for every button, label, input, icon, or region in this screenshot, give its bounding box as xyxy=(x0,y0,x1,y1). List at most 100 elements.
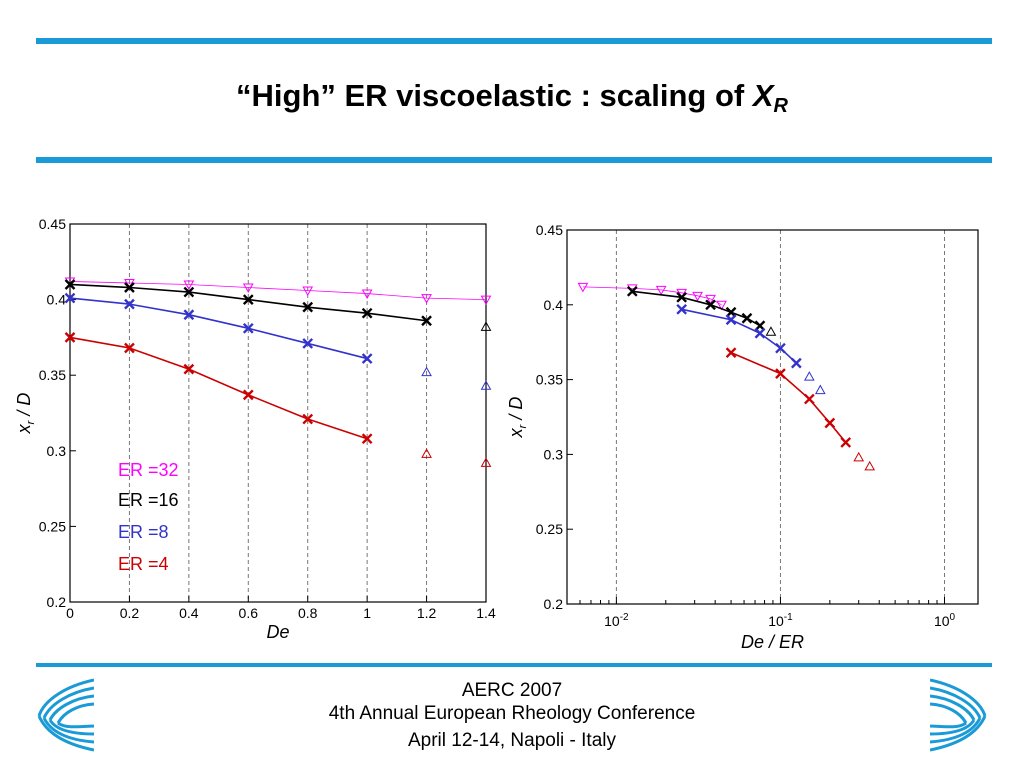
left-series-er-4-point xyxy=(183,363,195,375)
left-series-er-32-point xyxy=(124,278,135,289)
right-series-er-32-point xyxy=(676,288,688,299)
left-ytick-label-0-3: 0.3 xyxy=(47,443,67,459)
right-series-er-8-point xyxy=(775,342,786,354)
left-series-er-8-point xyxy=(64,292,76,304)
left-series-er-8-extra-point xyxy=(421,366,432,377)
top-divider xyxy=(36,38,992,44)
left-xtick-label-0: 0 xyxy=(66,605,74,621)
right-series-er-4-point xyxy=(824,417,836,429)
left-xtick-label-0-8: 0.8 xyxy=(298,605,318,621)
right-series-er-4-extra-point xyxy=(853,451,865,462)
right-ytick-label-0-35: 0.35 xyxy=(536,372,563,388)
left-series-er-8-line xyxy=(69,297,368,360)
left-series-er-8-point xyxy=(302,338,314,349)
right-series-er-16-point xyxy=(676,291,688,303)
left-series-er-4-line xyxy=(69,336,368,440)
right-series-er-4-point xyxy=(775,368,786,379)
legend-entry-er-8: ER =8 xyxy=(118,522,169,542)
right-series-er-32-point xyxy=(577,282,589,293)
left-series-er-32-point xyxy=(480,295,492,306)
right-series-er-8-extra-point xyxy=(803,371,815,381)
left-xtick-label-1-4: 1.4 xyxy=(476,605,496,621)
left-series-er-16-point xyxy=(361,307,373,319)
left-series-er-32-point xyxy=(183,280,195,290)
footer-divider xyxy=(36,663,992,667)
right-series-er-16-extra-point xyxy=(765,326,777,336)
left-series-er-16-point xyxy=(64,279,76,290)
right-series-er-4-point xyxy=(840,437,852,448)
left-series-er-32-point xyxy=(361,289,373,300)
left-series-er-16-extra-point xyxy=(480,321,492,331)
left-series-er-32-point xyxy=(242,283,254,294)
left-series-er-16-point xyxy=(242,294,254,305)
left-series-er-16-point xyxy=(302,301,314,313)
right-series-er-4-point xyxy=(725,347,737,359)
title-divider xyxy=(36,157,992,163)
right-series-er-8-point xyxy=(725,314,737,326)
right-series-er-8-point xyxy=(676,303,688,315)
left-series-er-4-extra-point xyxy=(421,448,432,458)
left-series-er-16-point xyxy=(124,282,135,293)
left-plot-frame xyxy=(69,223,487,603)
left-series-er-4-point xyxy=(361,433,373,445)
right-ylabel: xr / D xyxy=(506,397,529,439)
conference-logo-right xyxy=(930,678,987,752)
right-series-er-8-line xyxy=(681,308,797,364)
right-xlabel: De / ER xyxy=(741,632,804,652)
right-xtick-label-100: 100 xyxy=(934,612,956,629)
left-series-er-32-line xyxy=(69,281,487,300)
left-xtick-label-1: 1 xyxy=(363,605,371,621)
right-series-er-32-line xyxy=(582,286,722,306)
left-ytick-label-0-25: 0.25 xyxy=(39,518,66,534)
footer-date-location: April 12-14, Napoli - Italy xyxy=(407,730,617,751)
right-series-er-16-point xyxy=(705,299,716,311)
right-plot-frame xyxy=(566,229,979,605)
footer-conference: 4th Annual European Rheology Conference xyxy=(328,703,696,724)
right-series-er-4-extra-point xyxy=(864,460,876,471)
left-xtick-label-0-4: 0.4 xyxy=(179,605,199,621)
slide-title: “High” ER viscoelastic : scaling of XR xyxy=(0,78,1024,118)
left-ytick-label-0-45: 0.45 xyxy=(39,216,66,232)
left-series-er-8-point xyxy=(361,353,373,364)
left-series-er-8-extra-point xyxy=(480,380,492,390)
right-xtick-label-10-2: 10-2 xyxy=(604,612,629,629)
left-ytick-label-0-35: 0.35 xyxy=(39,367,66,383)
left-series-er-4-point xyxy=(64,332,76,343)
right-ytick-label-0-45: 0.45 xyxy=(536,222,563,238)
left-series-er-16-point xyxy=(421,315,432,327)
left-series-er-4-point xyxy=(242,389,254,401)
right-ytick-label-0-25: 0.25 xyxy=(536,521,563,537)
title-text: “High” ER viscoelastic : scaling of xyxy=(236,78,753,113)
right-ytick-label-0-3: 0.3 xyxy=(544,446,564,462)
right-series-er-32-point xyxy=(655,285,667,296)
legend-entry-er-16: ER =16 xyxy=(118,490,179,510)
legend-entry-er-32: ER =32 xyxy=(118,460,179,480)
right-xtick-label-10-1: 10-1 xyxy=(768,612,793,629)
conference-logo-left xyxy=(37,678,94,752)
left-series-er-4-point xyxy=(302,413,314,425)
right-series-er-16-line xyxy=(632,290,761,327)
right-series-er-8-point xyxy=(791,357,802,369)
right-series-er-16-point xyxy=(626,285,638,297)
left-series-er-32-point xyxy=(302,286,314,297)
right-ytick-label-0-4: 0.4 xyxy=(544,297,564,313)
title-symbol: X xyxy=(752,78,774,113)
left-series-er-8-point xyxy=(242,322,254,334)
left-series-er-16-point xyxy=(183,286,195,298)
right-series-er-32-point xyxy=(705,294,716,305)
right-series-er-32-point xyxy=(716,300,727,311)
left-xtick-label-0-2: 0.2 xyxy=(120,605,140,621)
left-series-er-8-point xyxy=(124,298,135,310)
left-xtick-label-0-6: 0.6 xyxy=(239,605,259,621)
left-ylabel: xr / D xyxy=(14,393,37,435)
right-series-er-4-line xyxy=(730,351,847,443)
left-series-er-32-point xyxy=(421,294,432,304)
right-series-er-4-point xyxy=(803,393,815,405)
right-series-er-32-point xyxy=(692,291,703,302)
left-xlabel: De xyxy=(266,622,289,642)
right-series-er-8-point xyxy=(754,327,766,339)
left-series-er-4-extra-point xyxy=(480,457,492,467)
right-ytick-label-0-2: 0.2 xyxy=(544,596,564,612)
